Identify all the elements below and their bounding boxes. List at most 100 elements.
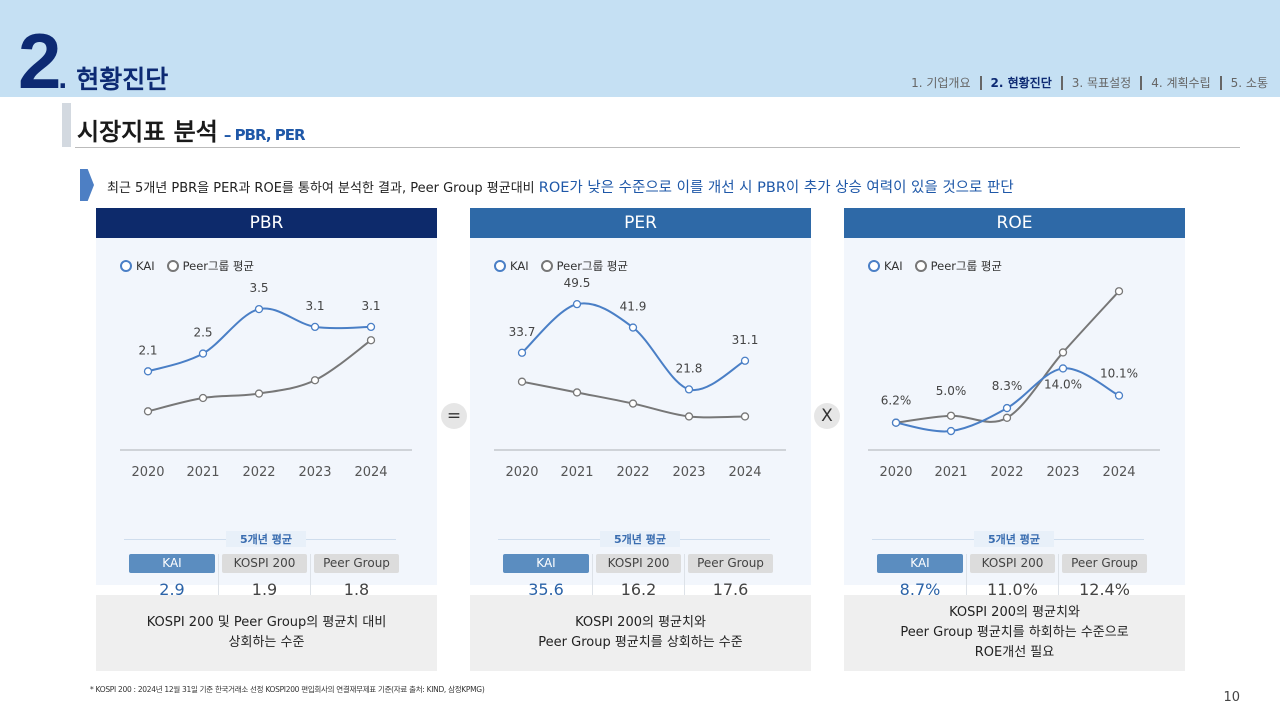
- legend-peer-marker-icon: [166, 260, 179, 272]
- kai-point: [198, 349, 208, 358]
- kai-line: [895, 367, 1120, 433]
- legend-peer: Peer그룹 평균: [182, 259, 254, 273]
- kai-point: [366, 322, 376, 332]
- peer-point: [740, 412, 750, 421]
- x-tick-label: 2021: [186, 465, 219, 480]
- page-subtitle: – PBR, PER: [223, 126, 306, 144]
- x-tick-label: 2024: [728, 465, 761, 480]
- avg-col-value: 35.6: [528, 580, 564, 599]
- avg-label: 5개년 평균: [600, 531, 680, 547]
- avg-col-header: Peer Group: [314, 554, 399, 573]
- avg-col-value: 12.4%: [1079, 580, 1130, 599]
- kai-point: [684, 385, 694, 394]
- kai-point: [1114, 391, 1124, 400]
- chart-legend: KAI Peer그룹 평균: [120, 258, 254, 274]
- data-label: 41.9: [620, 300, 647, 314]
- chart-legend: KAI Peer그룹 평균: [494, 258, 628, 274]
- x-tick-label: 2023: [672, 465, 705, 480]
- avg-col: KAI 35.6: [500, 554, 592, 604]
- avg-col-value: 1.8: [343, 580, 370, 599]
- peer-point: [517, 377, 527, 386]
- panel-note: KOSPI 200 및 Peer Group의 평균치 대비 상회하는 수준: [96, 595, 437, 671]
- peer-point: [1114, 287, 1124, 296]
- panel-header: PER: [470, 208, 811, 238]
- avg-col-header: KAI: [129, 554, 215, 573]
- x-tick-label: 2020: [131, 465, 164, 480]
- data-label: 5.0%: [936, 384, 967, 398]
- peer-point: [366, 336, 376, 345]
- data-label: 21.8: [676, 361, 703, 375]
- avg-col-header: KAI: [877, 554, 963, 573]
- panel-header: ROE: [844, 208, 1185, 238]
- data-label: 6.2%: [881, 394, 912, 408]
- legend-kai: KAI: [510, 259, 529, 273]
- nav-divider: [1140, 75, 1143, 90]
- data-label: 2.1: [138, 343, 157, 357]
- legend-kai-marker-icon: [868, 260, 880, 272]
- nav-item-5[interactable]: 5. 소통: [1230, 76, 1268, 90]
- x-tick-label: 2021: [934, 465, 967, 480]
- peer-point: [254, 389, 264, 398]
- chart-legend: KAI Peer그룹 평균: [868, 258, 1002, 274]
- peer-line: [147, 339, 372, 413]
- data-label: 10.1%: [1100, 367, 1138, 381]
- legend-peer: Peer그룹 평균: [556, 259, 628, 273]
- panel-note: KOSPI 200의 평균치와 Peer Group 평균치를 상회하는 수준: [470, 595, 811, 671]
- avg-col-value: 11.0%: [987, 580, 1038, 599]
- peer-point: [628, 399, 638, 408]
- nav-item-2[interactable]: 2. 현황진단: [990, 76, 1052, 90]
- section-title: . 현황진단: [58, 65, 169, 94]
- avg-col: Peer Group 17.6: [684, 554, 776, 604]
- nav-item-1[interactable]: 1. 기업개요: [911, 76, 971, 90]
- panel-header: PBR: [96, 208, 437, 238]
- nav-divider: [1060, 75, 1063, 90]
- peer-point: [1058, 348, 1068, 357]
- avg-col: KAI 2.9: [126, 554, 218, 604]
- kai-line: [521, 302, 746, 392]
- title-underline: [75, 147, 1240, 148]
- peer-point: [198, 393, 208, 403]
- data-label: 8.3%: [992, 379, 1023, 393]
- x-tick-label: 2023: [298, 465, 331, 480]
- page-title-main: 시장지표 분석: [77, 118, 218, 146]
- peer-point: [143, 407, 153, 416]
- x-tick-label: 2020: [879, 465, 912, 480]
- bullet-arrow-icon: [80, 169, 94, 201]
- avg-col-value: 2.9: [159, 580, 185, 599]
- x-tick-label: 2022: [616, 465, 649, 480]
- panel-pbr: PBR 2020 2021 2022 2023 2024 2.1 2.5 3.5 3.1 3.1 …: [96, 208, 437, 604]
- x-tick-label: 2022: [242, 465, 275, 480]
- panel-body: 2020 2021 2022 2023 2024 33.7 49.5 41.9 21.8 31.1…: [470, 238, 811, 604]
- data-label: 2.5: [193, 326, 212, 340]
- x-tick-label: 2020: [505, 465, 538, 480]
- multiply-operator: X: [814, 403, 840, 429]
- panel-note: KOSPI 200의 평균치와 Peer Group 평균치를 하회하는 수준으…: [844, 595, 1185, 671]
- nav-item-3[interactable]: 3. 목표설정: [1071, 76, 1132, 90]
- x-tick-label: 2023: [1046, 465, 1079, 480]
- data-label: 3.5: [249, 281, 268, 295]
- avg-col: KAI 8.7%: [874, 554, 966, 604]
- kai-point: [310, 322, 320, 332]
- avg-col-value: 16.2: [620, 580, 657, 599]
- kai-point: [517, 348, 527, 357]
- line-chart: 2020 2021 2022 2023 2024 33.7 49.5 41.9 21.8 31.1: [494, 276, 786, 480]
- kai-point: [254, 304, 264, 314]
- footnote: * KOSPI 200 : 2024년 12월 31일 기준 한국거래소 선정 …: [90, 685, 485, 694]
- legend-kai: KAI: [136, 259, 155, 273]
- avg-col-header: Peer Group: [1062, 554, 1147, 573]
- avg-col-header: KOSPI 200: [596, 554, 681, 573]
- nav-item-4[interactable]: 4. 계획수립: [1151, 76, 1211, 90]
- line-chart: 2020 2021 2022 2023 2024 2.1 2.5 3.5 3.1 3.1: [120, 281, 412, 480]
- summary-plain: 최근 5개년 PBR을 PER과 ROE를 통하여 분석한 결과, Peer G…: [107, 181, 539, 196]
- data-label: 14.0%: [1044, 377, 1082, 391]
- avg-col-header: KAI: [503, 554, 589, 573]
- x-tick-label: 2021: [560, 465, 593, 480]
- data-label: 33.7: [509, 325, 536, 339]
- summary-highlight: ROE가 낮은 수준으로 이를 개선 시 PBR이 추가 상승 여력이 있을 것…: [538, 180, 1014, 196]
- kai-point: [740, 356, 750, 365]
- avg-col-value: 17.6: [712, 580, 749, 599]
- avg-col: Peer Group 12.4%: [1058, 554, 1150, 604]
- avg-col: KOSPI 200 16.2: [592, 554, 684, 604]
- avg-col: Peer Group 1.8: [310, 554, 402, 604]
- avg-col-value: 8.7%: [899, 580, 941, 599]
